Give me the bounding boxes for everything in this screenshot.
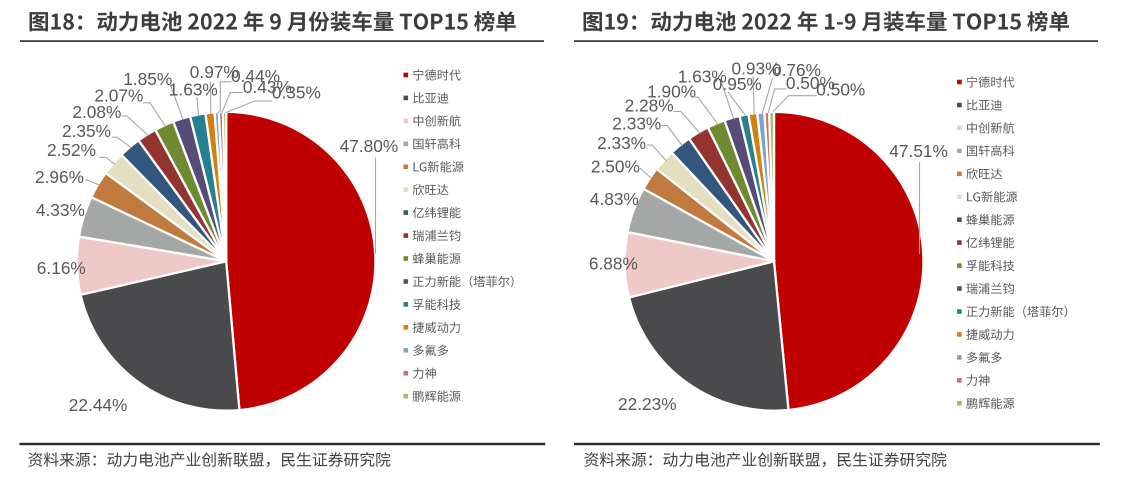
svg-text:1.63%: 1.63% bbox=[169, 80, 218, 100]
svg-text:0.50%: 0.50% bbox=[786, 73, 835, 93]
svg-text:4.83%: 4.83% bbox=[590, 189, 639, 209]
svg-text:2.52%: 2.52% bbox=[47, 140, 96, 160]
svg-text:0.43%: 0.43% bbox=[243, 77, 292, 97]
svg-text:47.51%: 47.51% bbox=[889, 141, 948, 161]
svg-text:2.08%: 2.08% bbox=[72, 102, 121, 122]
svg-text:0.95%: 0.95% bbox=[713, 74, 762, 94]
svg-text:22.23%: 22.23% bbox=[618, 394, 677, 414]
svg-text:6.16%: 6.16% bbox=[37, 258, 86, 278]
svg-text:2.33%: 2.33% bbox=[597, 133, 646, 153]
svg-text:0.97%: 0.97% bbox=[190, 62, 239, 82]
svg-text:0.93%: 0.93% bbox=[732, 59, 781, 79]
svg-text:2.96%: 2.96% bbox=[35, 167, 84, 187]
svg-text:0.44%: 0.44% bbox=[231, 66, 280, 86]
svg-text:47.80%: 47.80% bbox=[340, 136, 399, 156]
svg-text:1.85%: 1.85% bbox=[123, 69, 172, 89]
svg-text:1.63%: 1.63% bbox=[678, 66, 727, 86]
svg-text:2.50%: 2.50% bbox=[591, 156, 640, 176]
svg-text:22.44%: 22.44% bbox=[69, 395, 128, 415]
svg-text:6.88%: 6.88% bbox=[589, 253, 638, 273]
svg-text:0.35%: 0.35% bbox=[272, 83, 321, 103]
svg-text:2.33%: 2.33% bbox=[612, 113, 661, 133]
svg-text:0.50%: 0.50% bbox=[816, 80, 865, 100]
svg-text:2.07%: 2.07% bbox=[94, 86, 143, 106]
svg-text:0.76%: 0.76% bbox=[772, 60, 821, 80]
svg-text:2.35%: 2.35% bbox=[62, 121, 111, 141]
svg-text:1.90%: 1.90% bbox=[647, 81, 696, 101]
svg-text:2.28%: 2.28% bbox=[625, 96, 674, 116]
svg-text:4.33%: 4.33% bbox=[36, 200, 85, 220]
